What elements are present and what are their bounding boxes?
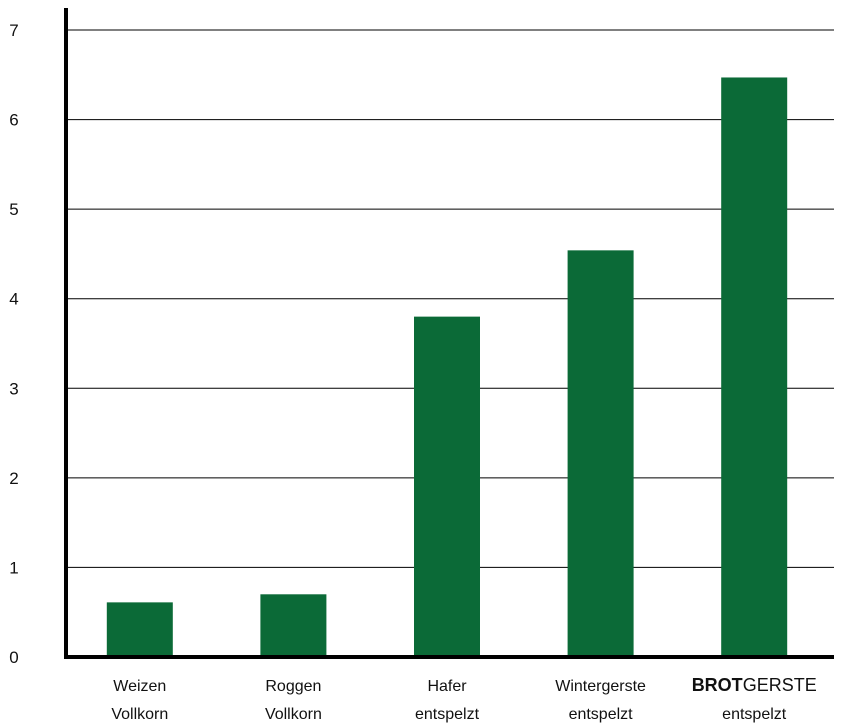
y-tick-label: 0 — [9, 648, 18, 667]
category-label-bold: BROT — [692, 675, 743, 695]
category-label-line2: entspelzt — [722, 706, 787, 723]
y-tick-label: 1 — [9, 558, 18, 577]
category-label-line1: Roggen — [265, 678, 321, 695]
bar — [567, 250, 634, 658]
y-tick-label: 6 — [9, 111, 18, 130]
y-tick-label: 4 — [9, 290, 18, 309]
category-label-line1: Hafer — [427, 678, 467, 695]
bars — [106, 77, 788, 658]
category-label-line1: BROTGERSTE — [692, 675, 817, 695]
category-label-line2: Vollkorn — [111, 706, 168, 723]
bar — [106, 602, 173, 657]
bar — [721, 77, 788, 658]
category-label-line2: Vollkorn — [265, 706, 322, 723]
y-tick-label: 5 — [9, 200, 18, 219]
y-tick-label: 2 — [9, 469, 18, 488]
axes — [64, 8, 834, 659]
category-label-line1: Wintergerste — [555, 678, 646, 695]
y-tick-label: 7 — [9, 21, 18, 40]
bar — [260, 594, 327, 657]
category-label-line2: entspelzt — [415, 706, 480, 723]
category-labels: Weizen Vollkorn Roggen Vollkorn Hafer entspel… — [111, 675, 816, 723]
bar — [414, 316, 480, 657]
category-label-line1: Weizen — [113, 678, 166, 695]
category-label-line2: entspelzt — [569, 706, 634, 723]
y-tick-label: 3 — [9, 379, 18, 398]
category-label-rest: GERSTE — [743, 675, 817, 695]
y-tick-labels: 0 1 2 3 4 5 6 7 — [9, 21, 18, 667]
